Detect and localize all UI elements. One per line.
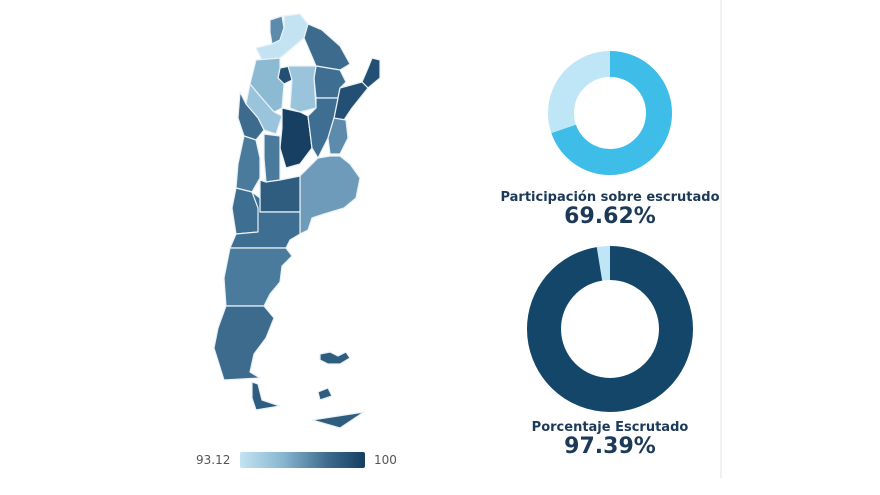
scrutinized-donut: [527, 246, 693, 412]
islands-malvinas[interactable]: [319, 351, 351, 365]
province-mendoza[interactable]: [235, 135, 261, 193]
legend-max-label: 100: [374, 453, 397, 467]
province-santa-cruz[interactable]: [213, 305, 275, 381]
participation-value: 69.62%: [564, 204, 656, 229]
province-formosa[interactable]: [303, 23, 351, 71]
scrutinized-donut-fill: [527, 246, 693, 412]
province-rio-negro[interactable]: [229, 191, 301, 249]
province-santiago[interactable]: [287, 65, 317, 113]
scrutinized-value: 97.39%: [564, 434, 656, 459]
province-buenos-aires[interactable]: [299, 155, 361, 235]
province-misiones[interactable]: [361, 57, 381, 89]
province-la-pampa[interactable]: [259, 175, 301, 213]
argentina-choropleth-map: [200, 8, 400, 438]
province-tierra-del-fuego[interactable]: [251, 381, 281, 411]
province-entre-rios[interactable]: [327, 117, 349, 155]
legend-gradient-bar: [240, 452, 365, 468]
participation-chart: Participación sobre escrutado 69.62%: [500, 48, 720, 229]
scrutinized-chart: Porcentaje Escrutado 97.39%: [500, 244, 720, 459]
scrutinized-label: Porcentaje Escrutado: [531, 420, 689, 435]
islands-south-atlantic[interactable]: [311, 411, 365, 429]
map-svg: [213, 13, 381, 429]
province-cordoba[interactable]: [279, 107, 313, 169]
province-san-luis[interactable]: [263, 133, 281, 183]
participation-label: Participación sobre escrutado: [500, 190, 720, 205]
participation-donut-fill: [548, 51, 672, 175]
province-san-juan[interactable]: [237, 91, 265, 141]
legend-min-label: 93.12: [196, 453, 231, 467]
vertical-divider: [720, 0, 722, 478]
islands-small[interactable]: [317, 387, 333, 401]
province-chubut[interactable]: [223, 247, 293, 307]
participation-donut: [548, 51, 672, 175]
map-legend: 93.12 100: [196, 450, 406, 470]
